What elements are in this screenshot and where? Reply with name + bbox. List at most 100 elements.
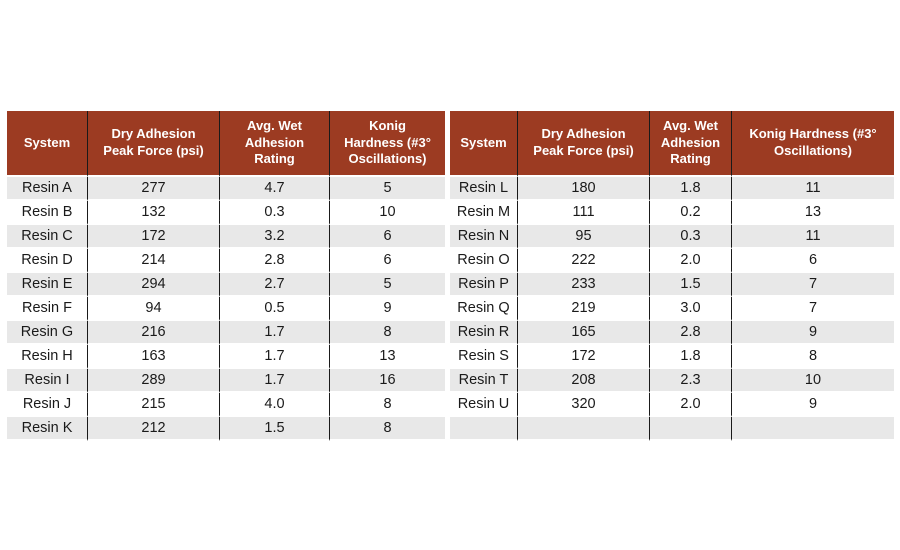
cell-system — [450, 417, 517, 441]
cell-dry-adhesion-peak-force: 163 — [87, 345, 219, 369]
cell-system: Resin R — [450, 321, 517, 345]
table-header: System Dry Adhesion Peak Force (psi) Avg. W… — [450, 111, 894, 177]
cell-avg-wet-adhesion-rating: 0.3 — [649, 225, 731, 249]
cell-system: Resin C — [7, 225, 87, 249]
cell-konig-hardness: 5 — [329, 177, 445, 201]
cell-konig-hardness: 8 — [329, 417, 445, 441]
cell-system: Resin M — [450, 201, 517, 225]
column-header-line: System — [460, 134, 507, 150]
cell-dry-adhesion-peak-force — [517, 417, 649, 441]
cell-system: Resin P — [450, 273, 517, 297]
column-header-avg-wet-adhesion-rating: Avg. Wet Adhesion Rating — [219, 111, 329, 177]
cell-dry-adhesion-peak-force: 172 — [517, 345, 649, 369]
resin-table-right: System Dry Adhesion Peak Force (psi) Avg. W… — [450, 111, 894, 441]
cell-system: Resin K — [7, 417, 87, 441]
cell-avg-wet-adhesion-rating: 0.5 — [219, 297, 329, 321]
cell-dry-adhesion-peak-force: 94 — [87, 297, 219, 321]
table-row: Resin Q 219 3.0 7 — [450, 297, 894, 321]
table-row: Resin I 289 1.7 16 — [7, 369, 445, 393]
column-header-system: System — [7, 111, 87, 177]
cell-dry-adhesion-peak-force: 180 — [517, 177, 649, 201]
header-row: System Dry Adhesion Peak Force (psi) Avg. W… — [7, 111, 445, 177]
column-header-avg-wet-adhesion-rating: Avg. Wet Adhesion Rating — [649, 111, 731, 177]
column-header-line: Adhesion — [244, 134, 305, 150]
cell-system: Resin I — [7, 369, 87, 393]
column-header-dry-adhesion-peak-force: Dry Adhesion Peak Force (psi) — [87, 111, 219, 177]
table-row: Resin K 212 1.5 8 — [7, 417, 445, 441]
cell-dry-adhesion-peak-force: 294 — [87, 273, 219, 297]
cell-dry-adhesion-peak-force: 289 — [87, 369, 219, 393]
cell-dry-adhesion-peak-force: 216 — [87, 321, 219, 345]
cell-konig-hardness: 5 — [329, 273, 445, 297]
cell-konig-hardness: 13 — [731, 201, 894, 225]
column-header-line: Rating — [254, 151, 295, 167]
table-row: Resin E 294 2.7 5 — [7, 273, 445, 297]
column-header-konig-hardness: Konig Hardness (#3° Oscillations) — [731, 111, 894, 177]
cell-konig-hardness: 6 — [329, 225, 445, 249]
cell-avg-wet-adhesion-rating: 4.7 — [219, 177, 329, 201]
cell-konig-hardness: 6 — [329, 249, 445, 273]
table-body: Resin A 277 4.7 5 Resin B 132 0.3 10 Resin C 172 3… — [7, 177, 445, 441]
cell-system: Resin U — [450, 393, 517, 417]
cell-system: Resin L — [450, 177, 517, 201]
cell-dry-adhesion-peak-force: 165 — [517, 321, 649, 345]
cell-dry-adhesion-peak-force: 219 — [517, 297, 649, 321]
cell-dry-adhesion-peak-force: 212 — [87, 417, 219, 441]
column-header-line: Hardness (#3° — [344, 134, 431, 150]
column-header-line: Oscillations) — [773, 143, 853, 158]
cell-konig-hardness: 6 — [731, 249, 894, 273]
table-row: Resin L 180 1.8 11 — [450, 177, 894, 201]
cell-avg-wet-adhesion-rating: 2.8 — [219, 249, 329, 273]
column-header-system: System — [450, 111, 517, 177]
table-header: System Dry Adhesion Peak Force (psi) Avg. W… — [7, 111, 445, 177]
cell-system: Resin E — [7, 273, 87, 297]
table-row: Resin D 214 2.8 6 — [7, 249, 445, 273]
column-header-line: Avg. Wet — [247, 117, 302, 133]
cell-konig-hardness: 10 — [731, 369, 894, 393]
cell-avg-wet-adhesion-rating: 1.7 — [219, 369, 329, 393]
cell-konig-hardness: 9 — [731, 393, 894, 417]
cell-konig-hardness: 10 — [329, 201, 445, 225]
cell-system: Resin Q — [450, 297, 517, 321]
cell-konig-hardness — [731, 417, 894, 441]
table-row: Resin C 172 3.2 6 — [7, 225, 445, 249]
cell-dry-adhesion-peak-force: 320 — [517, 393, 649, 417]
cell-konig-hardness: 11 — [731, 177, 894, 201]
cell-avg-wet-adhesion-rating: 1.7 — [219, 345, 329, 369]
column-header-line: Dry Adhesion — [111, 126, 196, 142]
column-header-line: Konig — [369, 117, 406, 133]
column-header-dry-adhesion-peak-force: Dry Adhesion Peak Force (psi) — [517, 111, 649, 177]
cell-avg-wet-adhesion-rating — [649, 417, 731, 441]
cell-avg-wet-adhesion-rating: 2.3 — [649, 369, 731, 393]
cell-dry-adhesion-peak-force: 111 — [517, 201, 649, 225]
table-row: Resin O 222 2.0 6 — [450, 249, 894, 273]
cell-avg-wet-adhesion-rating: 2.8 — [649, 321, 731, 345]
cell-system: Resin N — [450, 225, 517, 249]
cell-avg-wet-adhesion-rating: 2.7 — [219, 273, 329, 297]
cell-system: Resin F — [7, 297, 87, 321]
column-header-line: Peak Force (psi) — [533, 143, 634, 158]
table-row: Resin U 320 2.0 9 — [450, 393, 894, 417]
cell-dry-adhesion-peak-force: 95 — [517, 225, 649, 249]
cell-system: Resin D — [7, 249, 87, 273]
cell-system: Resin S — [450, 345, 517, 369]
cell-system: Resin T — [450, 369, 517, 393]
table-body: Resin L 180 1.8 11 Resin M 111 0.2 13 Resin N 95 0… — [450, 177, 894, 441]
cell-avg-wet-adhesion-rating: 2.0 — [649, 249, 731, 273]
cell-konig-hardness: 8 — [731, 345, 894, 369]
cell-system: Resin A — [7, 177, 87, 201]
cell-avg-wet-adhesion-rating: 3.0 — [649, 297, 731, 321]
column-header-line: Avg. Wet — [663, 117, 718, 133]
cell-system: Resin H — [7, 345, 87, 369]
table-row: Resin M 111 0.2 13 — [450, 201, 894, 225]
column-header-line: Rating — [670, 151, 711, 167]
table-row: Resin T 208 2.3 10 — [450, 369, 894, 393]
column-header-line: Oscillations) — [348, 151, 427, 167]
cell-konig-hardness: 13 — [329, 345, 445, 369]
table-row: Resin H 163 1.7 13 — [7, 345, 445, 369]
cell-avg-wet-adhesion-rating: 2.0 — [649, 393, 731, 417]
cell-system: Resin J — [7, 393, 87, 417]
table-row: Resin N 95 0.3 11 — [450, 225, 894, 249]
column-header-line: Adhesion — [660, 134, 721, 150]
cell-dry-adhesion-peak-force: 215 — [87, 393, 219, 417]
